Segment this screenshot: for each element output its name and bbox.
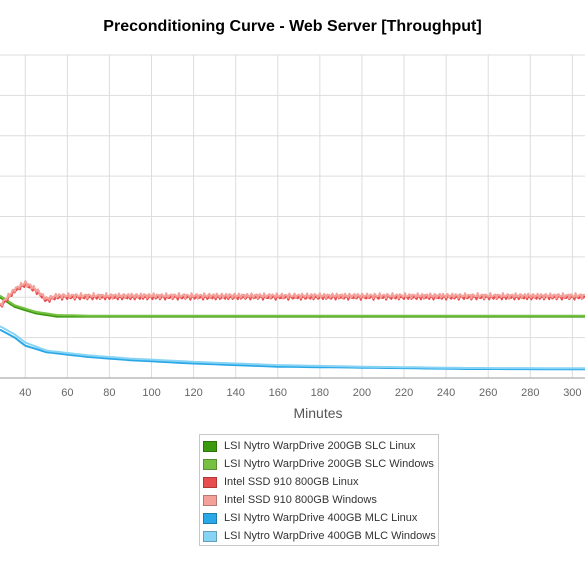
series-line bbox=[0, 296, 585, 318]
x-tick-label: 160 bbox=[269, 387, 287, 399]
x-tick-labels: 40 60 80 100 120 140 160 180 200 220 240 260 280 300 bbox=[19, 387, 581, 399]
legend-item: LSI Nytro WarpDrive 400GB MLC Windows bbox=[203, 527, 438, 545]
legend-swatch bbox=[203, 440, 217, 452]
x-tick-label: 240 bbox=[437, 387, 455, 399]
legend-item: Intel SSD 910 800GB Linux bbox=[203, 473, 438, 491]
series-lines bbox=[0, 280, 585, 371]
x-tick-label: 40 bbox=[19, 387, 31, 399]
legend-item: LSI Nytro WarpDrive 200GB SLC Linux bbox=[203, 437, 438, 455]
series-line bbox=[0, 325, 585, 370]
x-tick-label: 260 bbox=[479, 387, 497, 399]
legend-label: LSI Nytro WarpDrive 400GB MLC Windows bbox=[224, 530, 436, 542]
x-tick-label: 280 bbox=[521, 387, 539, 399]
x-tick-label: 200 bbox=[353, 387, 371, 399]
series-line bbox=[0, 280, 585, 307]
x-tick-label: 120 bbox=[184, 387, 202, 399]
grid bbox=[0, 54, 585, 379]
legend-item: LSI Nytro WarpDrive 200GB SLC Windows bbox=[203, 455, 438, 473]
series-line bbox=[0, 294, 585, 317]
legend-label: LSI Nytro WarpDrive 200GB SLC Linux bbox=[224, 440, 416, 452]
legend: LSI Nytro WarpDrive 200GB SLC Linux LSI N… bbox=[199, 434, 439, 546]
legend-item: LSI Nytro WarpDrive 400GB MLC Linux bbox=[203, 509, 438, 527]
x-tick-label: 100 bbox=[142, 387, 160, 399]
legend-swatch bbox=[203, 476, 217, 488]
legend-label: Intel SSD 910 800GB Windows bbox=[224, 494, 377, 506]
legend-swatch bbox=[203, 494, 217, 506]
chart-title: Preconditioning Curve - Web Server [Thro… bbox=[103, 18, 482, 35]
series-line bbox=[0, 328, 585, 371]
legend-swatch bbox=[203, 512, 217, 524]
legend-item: Intel SSD 910 800GB Windows bbox=[203, 491, 438, 509]
legend-label: LSI Nytro WarpDrive 200GB SLC Windows bbox=[224, 458, 434, 470]
legend-swatch bbox=[203, 458, 217, 470]
legend-swatch bbox=[203, 530, 217, 542]
x-axis-label: Minutes bbox=[293, 405, 342, 421]
x-tick-label: 140 bbox=[227, 387, 245, 399]
legend-label: LSI Nytro WarpDrive 400GB MLC Linux bbox=[224, 512, 418, 524]
x-tick-label: 80 bbox=[103, 387, 115, 399]
line-chart: 40 60 80 100 120 140 160 180 200 220 240 260 280 300 … bbox=[0, 54, 585, 421]
legend-label: Intel SSD 910 800GB Linux bbox=[224, 476, 359, 488]
x-tick-label: 220 bbox=[395, 387, 413, 399]
x-tick-label: 180 bbox=[311, 387, 329, 399]
x-tick-label: 300 bbox=[563, 387, 581, 399]
x-tick-label: 60 bbox=[61, 387, 73, 399]
